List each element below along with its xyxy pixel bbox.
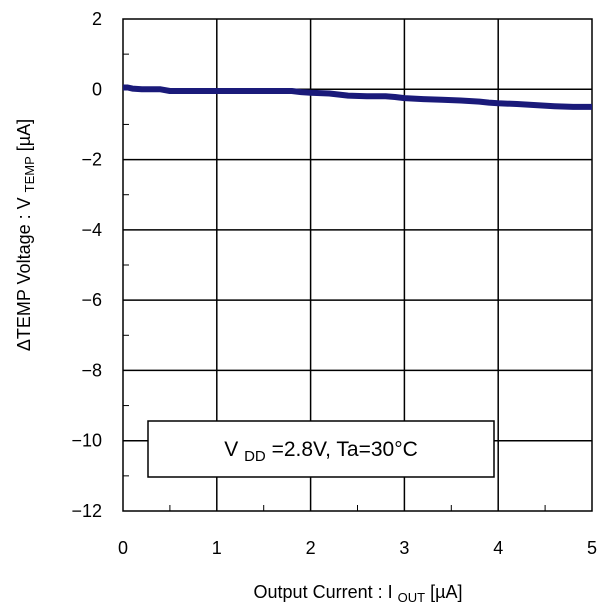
minor-ticks bbox=[123, 53, 546, 511]
y-tick-label: 0 bbox=[92, 79, 102, 99]
series-layer bbox=[123, 84, 592, 110]
x-tick-label: 2 bbox=[306, 538, 316, 558]
condition-annotation: V DD =2.8V, Ta=30°C bbox=[147, 420, 495, 478]
y-tick-label: −10 bbox=[71, 431, 102, 451]
y-axis-label: ΔTEMP Voltage : V TEMP [µA] bbox=[14, 119, 38, 351]
x-tick-labels: 0 1 2 3 4 5 bbox=[118, 538, 597, 558]
annotation-rest: =2.8V, Ta=30°C bbox=[272, 438, 418, 461]
y-tick-label: −12 bbox=[71, 501, 102, 521]
x-tick-label: 1 bbox=[212, 538, 222, 558]
y-tick-label: −4 bbox=[81, 220, 102, 240]
y-axis-label-unit: [µA] bbox=[14, 119, 34, 151]
y-tick-label: −6 bbox=[81, 290, 102, 310]
y-axis-label-prefix: ΔTEMP Voltage : V bbox=[14, 197, 34, 351]
annotation-text: V DD =2.8V, Ta=30°C bbox=[224, 438, 418, 466]
annotation-box bbox=[147, 420, 495, 478]
plot-frame bbox=[122, 18, 593, 512]
annotation-v: V bbox=[224, 438, 238, 461]
y-tick-label: −2 bbox=[81, 150, 102, 170]
x-axis-label: Output Current : I OUT [µA] bbox=[254, 582, 463, 606]
x-tick-label: 4 bbox=[493, 538, 503, 558]
x-tick-label: 0 bbox=[118, 538, 128, 558]
y-tick-label: 2 bbox=[92, 9, 102, 29]
y-tick-label: −8 bbox=[81, 360, 102, 380]
x-axis-label-subscript: OUT bbox=[398, 590, 426, 605]
x-tick-label: 3 bbox=[399, 538, 409, 558]
x-axis-label-unit: [µA] bbox=[430, 582, 462, 602]
y-axis-label-subscript: TEMP bbox=[22, 156, 37, 192]
annotation-subscript: DD bbox=[244, 448, 266, 465]
y-tick-labels: 2 0 −2 −4 −6 −8 −10 −12 bbox=[71, 9, 102, 521]
x-tick-label: 5 bbox=[587, 538, 597, 558]
series-line bbox=[123, 84, 592, 110]
x-axis-label-main: Output Current : I bbox=[254, 582, 393, 602]
